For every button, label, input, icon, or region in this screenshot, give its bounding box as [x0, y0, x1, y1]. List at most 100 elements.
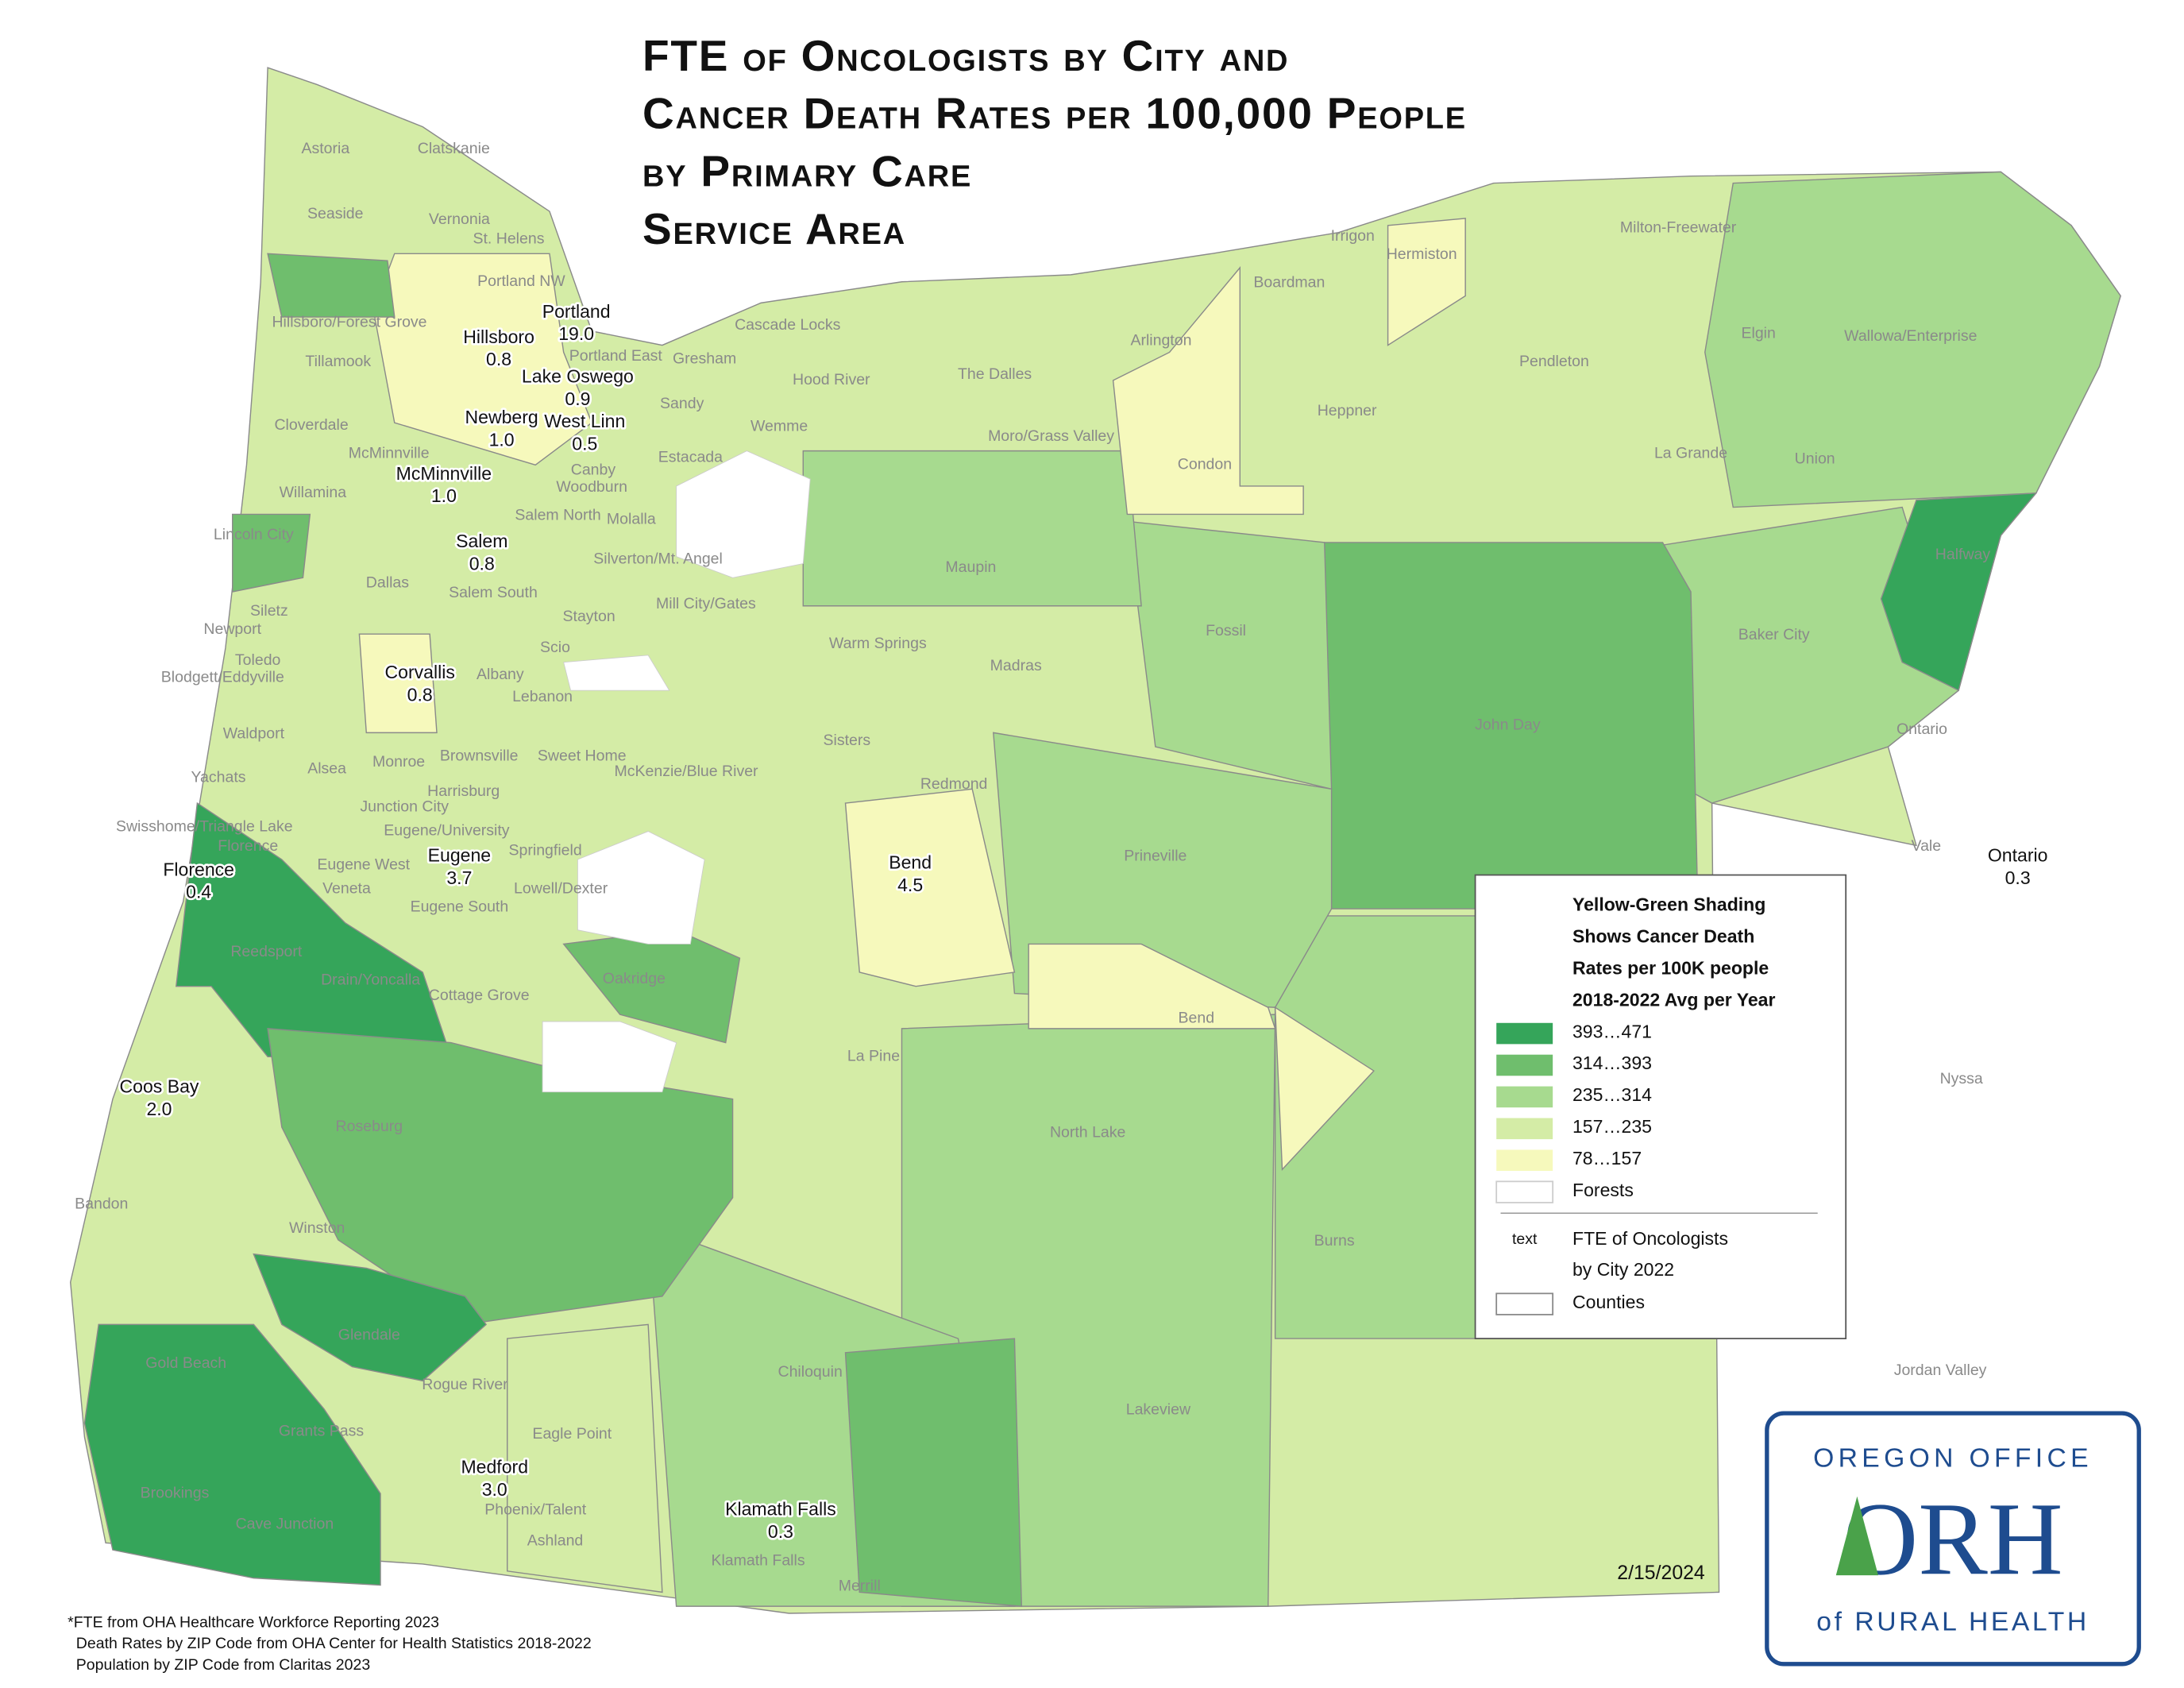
service-area-label: Glendale [338, 1327, 400, 1344]
service-area-label: Winston [289, 1219, 345, 1237]
service-area-label: Cave Junction [236, 1515, 334, 1532]
fte-value: 0.5 [572, 434, 597, 454]
region [267, 253, 396, 318]
service-area-label: Ontario [1897, 720, 1947, 738]
region [358, 633, 438, 734]
service-area-label: Merrill [839, 1577, 881, 1594]
service-area-label: Condon [1178, 456, 1232, 473]
service-area-label: McMinnville [349, 444, 430, 462]
region [1028, 943, 1276, 1029]
service-area-label: Arlington [1130, 331, 1191, 349]
legend: Yellow-Green Shading Shows Cancer Death Ra… [1474, 874, 1847, 1339]
service-area-label: Halfway [1935, 546, 1991, 563]
service-area-label: Estacada [658, 449, 723, 466]
service-area-label: Pendleton [1519, 353, 1589, 370]
service-area-label: Phoenix/Talent [484, 1501, 587, 1519]
service-area-label: Junction City [360, 798, 449, 816]
legend-counties: Counties [1572, 1292, 1645, 1312]
service-area-label: Salem North [515, 506, 600, 523]
region [253, 1253, 488, 1382]
service-area-label: Maupin [945, 558, 996, 576]
service-area-label: Portland East [569, 347, 663, 365]
city-name: Corvallis [385, 662, 455, 682]
service-area-label: Lincoln City [214, 526, 294, 543]
service-area-label: Wallowa/Enterprise [1844, 327, 1977, 345]
legend-swatch [1496, 1118, 1553, 1140]
city-name: Eugene [428, 845, 491, 866]
service-area-label: Eagle Point [532, 1425, 612, 1443]
service-area-label: St. Helens [473, 230, 544, 248]
service-area-label: Lakeview [1126, 1401, 1191, 1419]
service-area-label: Alsea [307, 760, 346, 778]
city-name: Portland [542, 301, 611, 322]
service-area-label: Fossil [1206, 622, 1246, 639]
fte-value: 2.0 [146, 1099, 172, 1119]
service-area-label: Woodburn [556, 478, 627, 496]
service-area-label: Brownsville [440, 747, 519, 765]
service-area-label: Hillsboro/Forest Grove [272, 313, 426, 330]
legend-title: 2018-2022 Avg per Year [1572, 989, 1775, 1010]
service-area-label: Cottage Grove [429, 987, 530, 1004]
service-area-label: Harrisburg [427, 782, 500, 800]
service-area-label: Clatskanie [418, 140, 490, 157]
service-area-label: Silverton/Mt. Angel [593, 550, 723, 567]
legend-swatch [1496, 1054, 1553, 1076]
service-area-label: Newport [203, 620, 261, 638]
logo-top: OREGON OFFICE [1813, 1443, 2093, 1474]
fte-value: 3.7 [446, 867, 472, 888]
footnote: Death Rates by ZIP Code from OHA Center … [76, 1635, 592, 1652]
service-area-label: Reedsport [230, 943, 303, 960]
service-area-label: Prineville [1124, 848, 1187, 865]
service-area-label: Seaside [307, 205, 363, 222]
service-area-label: McKenzie/Blue River [615, 763, 759, 780]
legend-label: 235…314 [1572, 1084, 1652, 1105]
service-area-label: Dallas [366, 574, 409, 592]
title-line: by Primary Care [642, 146, 972, 195]
service-area-label: Sisters [823, 732, 870, 749]
service-area-label: Sandy [660, 395, 704, 412]
service-area-label: Drain/Yoncalla [321, 971, 420, 989]
service-area-label: Albany [477, 666, 524, 683]
legend-title: Rates per 100K people [1572, 957, 1769, 978]
legend-swatch [1496, 1022, 1553, 1045]
date: 2/15/2024 [1617, 1562, 1705, 1584]
service-area-label: Eugene/University [384, 822, 510, 840]
region [802, 450, 1142, 607]
service-area-label: Heppner [1318, 402, 1377, 419]
service-area-label: John Day [1475, 717, 1541, 734]
service-area-label: Cascade Locks [735, 316, 841, 334]
city-name: Salem [456, 531, 507, 551]
service-area-label: Hermiston [1387, 245, 1457, 263]
forest [563, 655, 670, 691]
service-area-label: Swisshome/Triangle Lake [116, 817, 293, 835]
service-area-label: Canby [571, 462, 616, 479]
service-area-label: Nyssa [1940, 1070, 1983, 1087]
region [83, 1323, 381, 1586]
service-area-label: Union [1795, 450, 1835, 467]
service-area-label: La Pine [847, 1047, 900, 1064]
region [1112, 266, 1304, 516]
city-name: Medford [461, 1456, 528, 1477]
title-line: FTE of Oncologists by City and [642, 31, 1289, 80]
legend-title: Yellow-Green Shading [1572, 894, 1765, 915]
service-area-label: Siletz [250, 602, 288, 620]
service-area-label: Eugene South [411, 898, 509, 915]
region [1704, 171, 2121, 508]
service-area-label: Vernonia [429, 211, 490, 228]
fte-value: 0.3 [2005, 867, 2031, 888]
service-area-label: Redmond [920, 775, 988, 793]
service-area-label: North Lake [1050, 1123, 1125, 1141]
city-name: Florence [163, 859, 234, 879]
legend-swatch [1496, 1086, 1553, 1108]
fte-value: 0.4 [186, 882, 211, 902]
fte-value: 1.0 [431, 485, 457, 506]
fte-value: 4.5 [897, 875, 923, 895]
service-area-label: Scio [540, 639, 570, 656]
service-area-label: Boardman [1253, 274, 1325, 292]
service-area-label: Willamina [280, 484, 347, 501]
title-line: Service Area [642, 204, 906, 253]
legend-swatch [1496, 1149, 1553, 1172]
forest [577, 831, 705, 944]
region [1387, 218, 1466, 346]
